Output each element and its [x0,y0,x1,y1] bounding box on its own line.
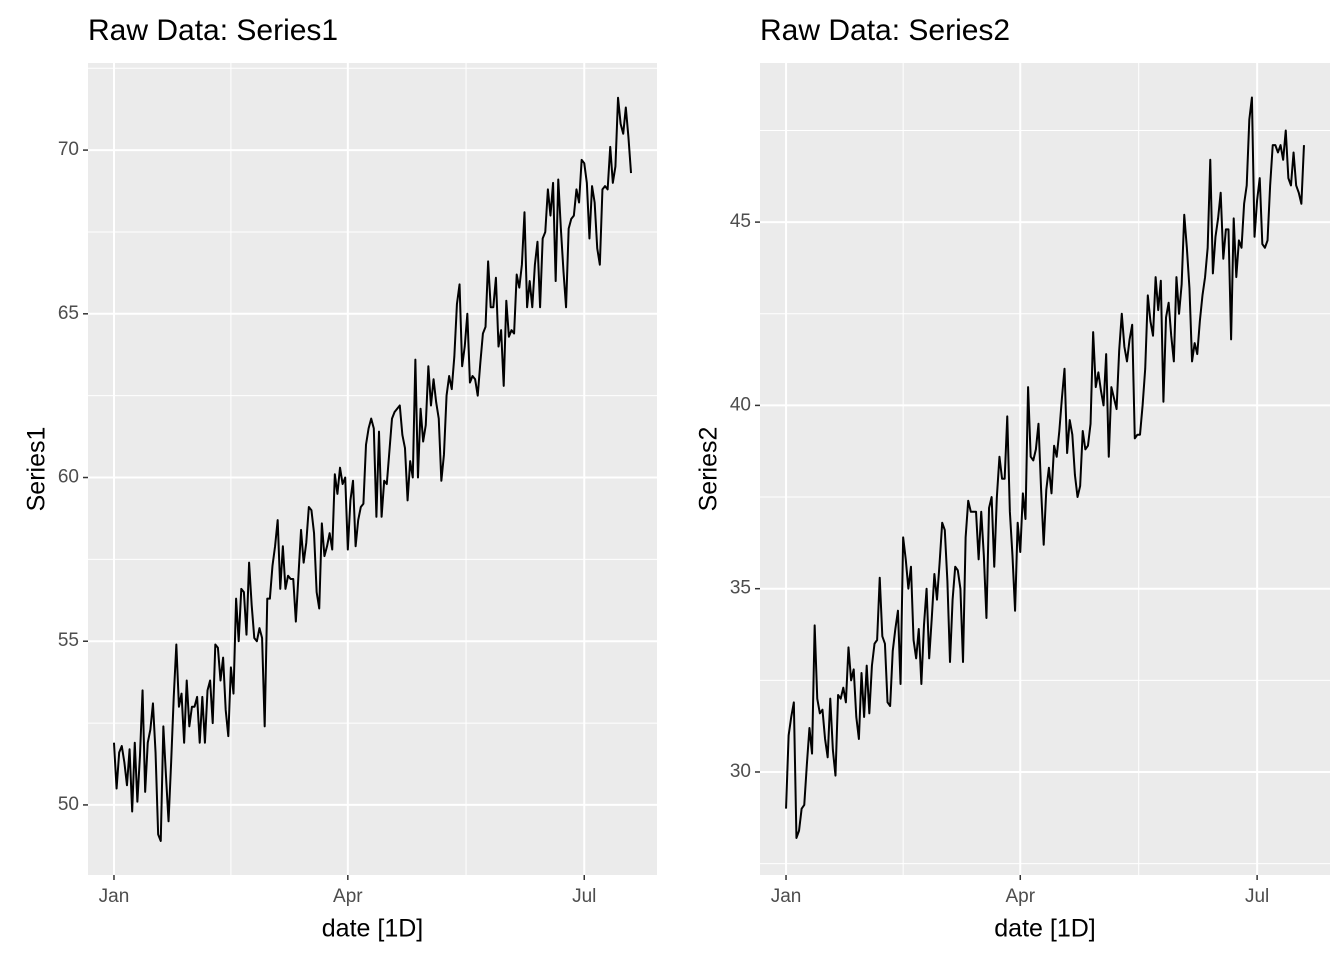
chart-title: Raw Data: Series1 [88,14,338,47]
y-tick-label: 55 [58,630,79,651]
y-tick-label: 50 [58,794,79,815]
x-tick-label: Jul [572,886,596,907]
series-line [785,96,1305,839]
x-axis-title: date [1D] [994,915,1095,943]
plot-panel [88,63,657,875]
y-tick-label: 35 [730,578,751,599]
y-tick-label: 30 [730,761,751,782]
y-axis-title: Series1 [23,427,51,512]
x-tick-label: Apr [1005,886,1035,907]
y-axis-title: Series2 [695,427,723,512]
y-tick-label: 60 [58,467,79,488]
x-tick-label: Jan [771,886,802,907]
x-tick-label: Jul [1245,886,1269,907]
y-tick-label: 40 [730,394,751,415]
y-tick-label: 45 [730,211,751,232]
chart-title: Raw Data: Series2 [760,14,1010,47]
series-line [112,96,633,842]
x-axis-title: date [1D] [322,915,423,943]
y-tick-label: 70 [58,139,79,160]
x-tick-label: Jan [99,886,130,907]
y-tick-label: 65 [58,303,79,324]
plot-panel [760,63,1330,875]
x-tick-label: Apr [333,886,363,907]
